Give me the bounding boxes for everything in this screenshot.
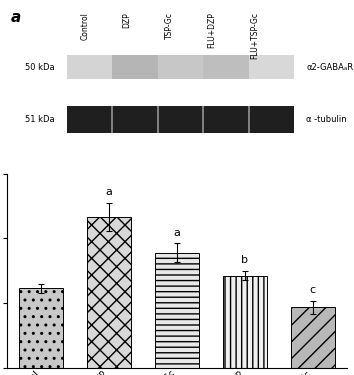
Text: α2-GABAₐR: α2-GABAₐR xyxy=(306,63,353,72)
Text: α -tubulin: α -tubulin xyxy=(306,115,347,124)
Text: 51 kDa: 51 kDa xyxy=(25,115,55,124)
Text: c: c xyxy=(310,285,316,295)
Text: a: a xyxy=(173,228,181,238)
Bar xyxy=(203,55,249,79)
Bar xyxy=(248,106,250,133)
Text: FLU+DZP: FLU+DZP xyxy=(207,12,217,48)
Bar xyxy=(87,217,131,368)
Bar xyxy=(19,288,63,368)
Text: TSP-Gc: TSP-Gc xyxy=(165,12,174,39)
Bar xyxy=(67,106,294,133)
Text: FLU+TSP-Gc: FLU+TSP-Gc xyxy=(250,12,259,59)
Bar xyxy=(111,106,113,133)
Text: a: a xyxy=(11,10,21,26)
Text: 50 kDa: 50 kDa xyxy=(25,63,55,72)
Text: Control: Control xyxy=(80,12,89,40)
Text: a: a xyxy=(105,187,113,197)
Bar xyxy=(67,55,112,79)
Bar xyxy=(291,308,335,368)
Bar xyxy=(158,55,203,79)
Bar xyxy=(202,106,204,133)
Bar xyxy=(156,106,159,133)
Bar xyxy=(112,55,158,79)
Text: b: b xyxy=(241,255,249,266)
Bar xyxy=(249,55,294,79)
Bar xyxy=(67,55,294,79)
Text: DZP: DZP xyxy=(122,12,132,28)
Bar xyxy=(155,252,199,368)
Bar xyxy=(223,276,267,368)
